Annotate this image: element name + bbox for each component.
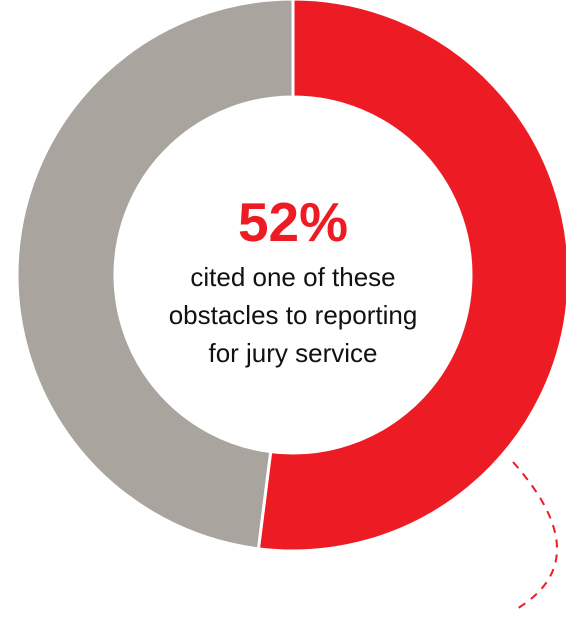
center-caption-line-1: cited one of these <box>190 262 396 292</box>
dashed-connector-line <box>512 461 558 611</box>
donut-slice-0 <box>256 0 566 553</box>
donut-slices <box>15 0 566 553</box>
center-percentage: 52% <box>237 191 349 253</box>
donut-slice-1 <box>15 0 295 551</box>
center-caption-line-3: for jury service <box>208 338 378 368</box>
center-caption-line-2: obstacles to reporting <box>168 300 418 330</box>
